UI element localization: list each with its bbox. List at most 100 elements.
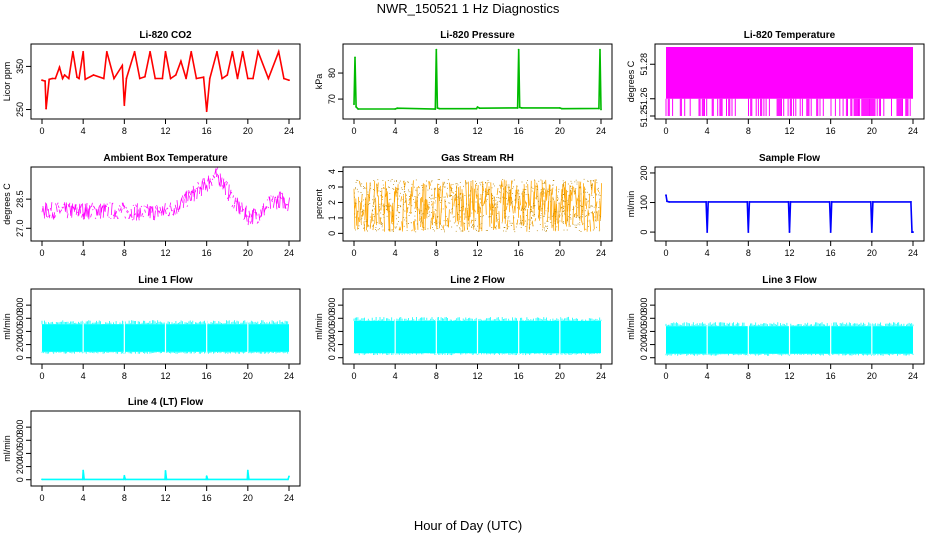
y-axis-label: ml/min — [626, 191, 636, 218]
data-point — [205, 478, 208, 481]
x-axis: 0 4 8 12 16 20 24 — [39, 119, 294, 136]
x-tick-label: 4 — [705, 371, 710, 381]
x-axis: 0 4 8 12 16 20 24 — [39, 364, 294, 381]
y-tick-label: 600 — [15, 433, 25, 448]
data-point — [231, 50, 234, 53]
chart-title: Ambient Box Temperature — [103, 153, 228, 164]
x-tick-label: 24 — [908, 248, 918, 258]
y-axis-label: kPa — [314, 74, 324, 90]
data-point — [113, 77, 115, 80]
series-dropouts — [665, 98, 911, 116]
data-point — [355, 105, 357, 108]
x-tick-label: 24 — [284, 126, 294, 136]
y-tick-label: 28.5 — [15, 190, 25, 208]
y-tick-label: 800 — [639, 298, 649, 313]
data-point — [354, 56, 356, 59]
x-axis: 0 4 8 12 16 20 24 — [39, 241, 294, 258]
data-point — [164, 469, 167, 472]
x-tick-label: 24 — [284, 371, 294, 381]
y-tick-label: 200 — [639, 337, 649, 352]
data-point — [871, 201, 874, 203]
data-point — [665, 194, 667, 197]
series-group — [41, 320, 289, 354]
x-tick-label: 0 — [39, 126, 44, 136]
x-tick-label: 12 — [160, 371, 170, 381]
y-tick-label: 350 — [15, 59, 25, 74]
data-point — [45, 107, 48, 110]
data-point — [598, 107, 600, 110]
x-tick-label: 4 — [393, 248, 398, 258]
data-point — [705, 201, 708, 203]
x-tick-label: 16 — [202, 493, 212, 503]
data-point — [435, 48, 438, 51]
y-tick-label: 51.26 — [639, 87, 649, 110]
y-tick-label: 200 — [15, 337, 25, 352]
x-tick-label: 4 — [81, 126, 86, 136]
chart-title: Li-820 CO2 — [139, 30, 192, 41]
x-tick-label: 0 — [351, 126, 356, 136]
data-point — [830, 201, 833, 203]
x-tick-label: 12 — [160, 248, 170, 258]
data-point — [518, 106, 521, 109]
data-point — [475, 107, 478, 110]
x-tick-label: 12 — [784, 126, 794, 136]
x-tick-label: 4 — [393, 126, 398, 136]
x-tick-label: 12 — [472, 371, 482, 381]
y-tick-label: 800 — [327, 298, 337, 313]
series-line — [42, 470, 290, 481]
data-point — [67, 77, 70, 80]
data-point — [599, 48, 601, 51]
data-point — [787, 201, 790, 203]
data-point — [558, 107, 561, 109]
data-point — [161, 77, 164, 80]
data-point — [252, 77, 254, 80]
data-point — [707, 201, 710, 203]
y-axis-label: ml/min — [314, 313, 324, 340]
chart-title: Line 2 Flow — [450, 275, 505, 286]
x-tick-label: 16 — [202, 248, 212, 258]
x-tick-label: 16 — [826, 126, 836, 136]
y-tick-label: 2 — [327, 200, 337, 205]
x-tick-label: 20 — [243, 126, 253, 136]
data-point — [516, 107, 519, 109]
data-point — [44, 80, 46, 82]
data-point — [202, 76, 205, 79]
series-points — [354, 178, 601, 233]
x-axis: 0 4 8 12 16 20 24 — [663, 119, 918, 136]
data-point — [122, 478, 125, 481]
x-tick-label: 16 — [202, 371, 212, 381]
data-point — [124, 478, 127, 481]
y-tick-label: 200 — [639, 165, 649, 180]
x-tick-label: 24 — [284, 493, 294, 503]
data-point — [205, 110, 208, 113]
data-point — [287, 478, 289, 481]
y-tick-label: 0 — [15, 477, 25, 482]
x-tick-label: 16 — [826, 248, 836, 258]
data-point — [747, 231, 750, 233]
x-tick-label: 8 — [122, 493, 127, 503]
x-axis: 0 4 8 12 16 20 24 — [351, 119, 606, 136]
x-tick-label: 20 — [243, 248, 253, 258]
x-tick-label: 20 — [867, 248, 877, 258]
x-axis: 0 4 8 12 16 20 24 — [663, 364, 918, 381]
x-tick-label: 8 — [122, 126, 127, 136]
data-point — [205, 475, 208, 477]
x-tick-label: 16 — [514, 371, 524, 381]
y-tick-label: 0 — [639, 355, 649, 360]
chart-panel-4: Ambient Box Temperature degrees C 0 4 8 12 16 2… — [2, 153, 301, 258]
data-point — [133, 50, 136, 53]
data-point — [600, 108, 602, 111]
series-line — [353, 179, 602, 232]
x-tick-label: 4 — [705, 248, 710, 258]
data-point — [236, 77, 239, 80]
x-tick-label: 8 — [434, 126, 439, 136]
data-point — [706, 231, 709, 233]
series-line — [41, 48, 290, 112]
series-group — [665, 322, 914, 356]
x-tick-label: 12 — [784, 371, 794, 381]
y-tick-label: 1 — [327, 215, 337, 220]
y-axis: 70 80 — [327, 68, 343, 104]
x-tick-label: 24 — [908, 371, 918, 381]
